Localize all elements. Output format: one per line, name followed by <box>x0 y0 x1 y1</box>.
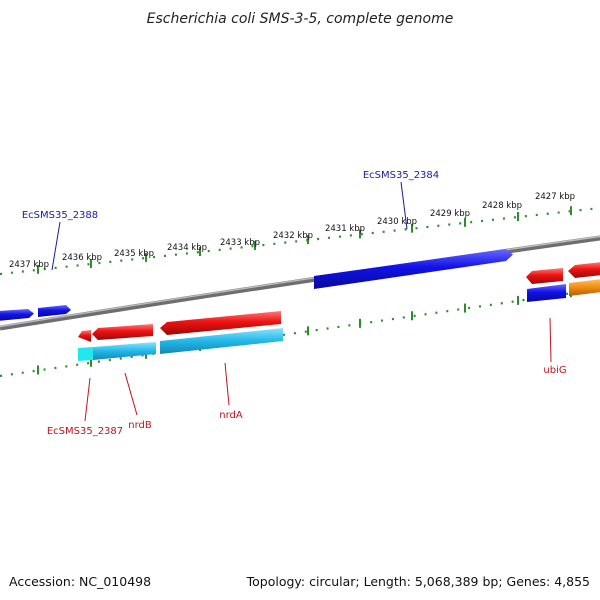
reverse-genes <box>78 262 600 342</box>
leader-line-EcSMS35_2387 <box>84 377 91 422</box>
forward-major-ticks <box>37 206 572 274</box>
gene-label-reverse[interactable]: nrdA <box>219 410 243 421</box>
kbp-label: 2428 kbp <box>482 201 522 211</box>
kbp-label: 2430 kbp <box>377 217 417 227</box>
map-title: Escherichia coli SMS-3-5, complete genom… <box>147 11 454 27</box>
forward-dotted-track <box>0 206 600 276</box>
kbp-label: 2427 kbp <box>535 192 575 202</box>
gene-feature-reverse-EcSMS35_2387[interactable] <box>78 330 91 342</box>
kbp-scale-labels: 2437 kbp 2436 kbp 2435 kbp 2434 kbp 2433… <box>9 192 575 270</box>
gene-feature-reverse-nrdA[interactable] <box>160 311 281 335</box>
leader-line-nrdA <box>224 362 230 406</box>
label-leaders <box>51 181 552 422</box>
gene-feature-reverse[interactable] <box>526 268 563 284</box>
backbone-line <box>0 235 600 331</box>
gene-feature-forward-large[interactable] <box>314 249 513 289</box>
gene-label-reverse[interactable]: nrdB <box>128 420 152 431</box>
leader-line-EcSMS35_2384 <box>400 181 408 230</box>
gene-feature-reverse-ubiG[interactable] <box>568 262 600 278</box>
kbp-label: 2433 kbp <box>220 238 260 248</box>
cds-feature-orange[interactable] <box>569 279 600 296</box>
backbone-highlight <box>0 235 600 328</box>
genome-summary-text: Topology: circular; Length: 5,068,389 bp… <box>246 574 590 589</box>
kbp-label: 2437 kbp <box>9 260 49 270</box>
kbp-label: 2436 kbp <box>62 253 102 263</box>
cds-feature-nrdA[interactable] <box>160 328 283 354</box>
kbp-label: 2429 kbp <box>430 209 470 219</box>
gene-labels: EcSMS35_2388 EcSMS35_2384 EcSMS35_2387 n… <box>22 170 567 437</box>
cds-feature-EcSMS35_2387[interactable] <box>78 347 93 361</box>
forward-scale-track <box>0 206 600 276</box>
cds-feature-nrdB[interactable] <box>93 342 156 360</box>
accession-text: Accession: NC_010498 <box>9 574 151 589</box>
kbp-label: 2435 kbp <box>114 249 154 259</box>
kbp-label: 2432 kbp <box>273 231 313 241</box>
gene-feature-forward[interactable] <box>527 284 566 302</box>
kbp-label: 2434 kbp <box>167 243 207 253</box>
gene-feature-forward[interactable] <box>0 309 34 321</box>
cds-features <box>78 328 283 361</box>
gene-feature-forward[interactable] <box>38 305 71 317</box>
leader-line-ubiG <box>549 317 552 363</box>
gene-label-forward[interactable]: EcSMS35_2388 <box>22 210 98 221</box>
gene-feature-reverse-nrdB[interactable] <box>92 324 153 340</box>
leader-line-nrdB <box>124 372 138 416</box>
gene-label-reverse[interactable]: ubiG <box>543 365 566 376</box>
leader-line-EcSMS35_2388 <box>51 221 61 271</box>
kbp-label: 2431 kbp <box>325 224 365 234</box>
gene-label-forward[interactable]: EcSMS35_2384 <box>363 170 439 181</box>
forward-genes <box>0 249 600 321</box>
genome-backbone <box>0 235 600 331</box>
gene-label-reverse[interactable]: EcSMS35_2387 <box>47 426 123 437</box>
